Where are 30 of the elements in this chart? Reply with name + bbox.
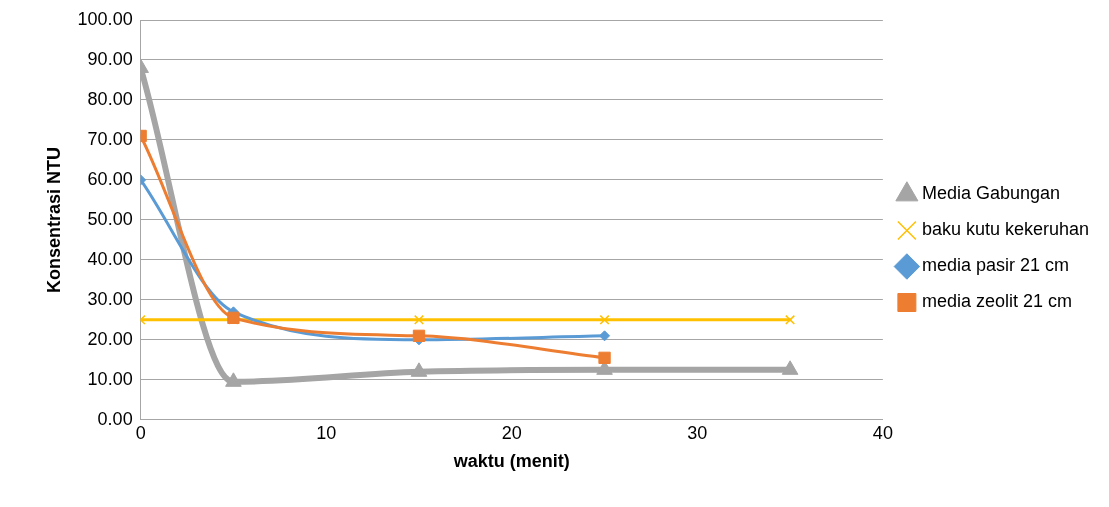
x-tick-label: 0 — [135, 422, 146, 443]
point — [781, 360, 799, 375]
y-tick-label: 30.00 — [87, 288, 133, 309]
y-tick-label: 20.00 — [87, 328, 133, 349]
x-axis-title: waktu (menit) — [452, 451, 570, 472]
y-tick-label: 0.00 — [97, 408, 133, 429]
x-tick-label: 10 — [316, 422, 337, 443]
point — [225, 372, 242, 387]
legend-label: baku kutu kekeruhan — [921, 219, 1090, 240]
point — [410, 362, 428, 377]
point — [598, 351, 611, 364]
legend-label: media pasir 21 cm — [921, 255, 1069, 276]
point — [599, 314, 610, 325]
point — [414, 314, 424, 325]
y-tick-label: 10.00 — [87, 368, 133, 389]
point — [785, 314, 796, 325]
y-tick-label: 90.00 — [87, 48, 133, 69]
y-tick-label: 40.00 — [87, 248, 133, 269]
legend-label: media zeolit 21 cm — [921, 291, 1072, 312]
y-tick-label: 80.00 — [87, 88, 133, 109]
y-tick-label: 70.00 — [87, 128, 133, 149]
y-axis-title: Konsentrasi NTU — [43, 146, 64, 293]
legend-label: Media Gabungan — [921, 183, 1060, 204]
x-tick-label: 20 — [501, 422, 522, 443]
y-tick-label: 50.00 — [87, 208, 133, 229]
y-tick-label: 100.00 — [77, 8, 133, 29]
point — [599, 330, 611, 342]
y-tick-label: 60.00 — [87, 168, 133, 189]
x-tick-label: 40 — [872, 422, 893, 443]
x-tick-label: 30 — [687, 422, 708, 443]
